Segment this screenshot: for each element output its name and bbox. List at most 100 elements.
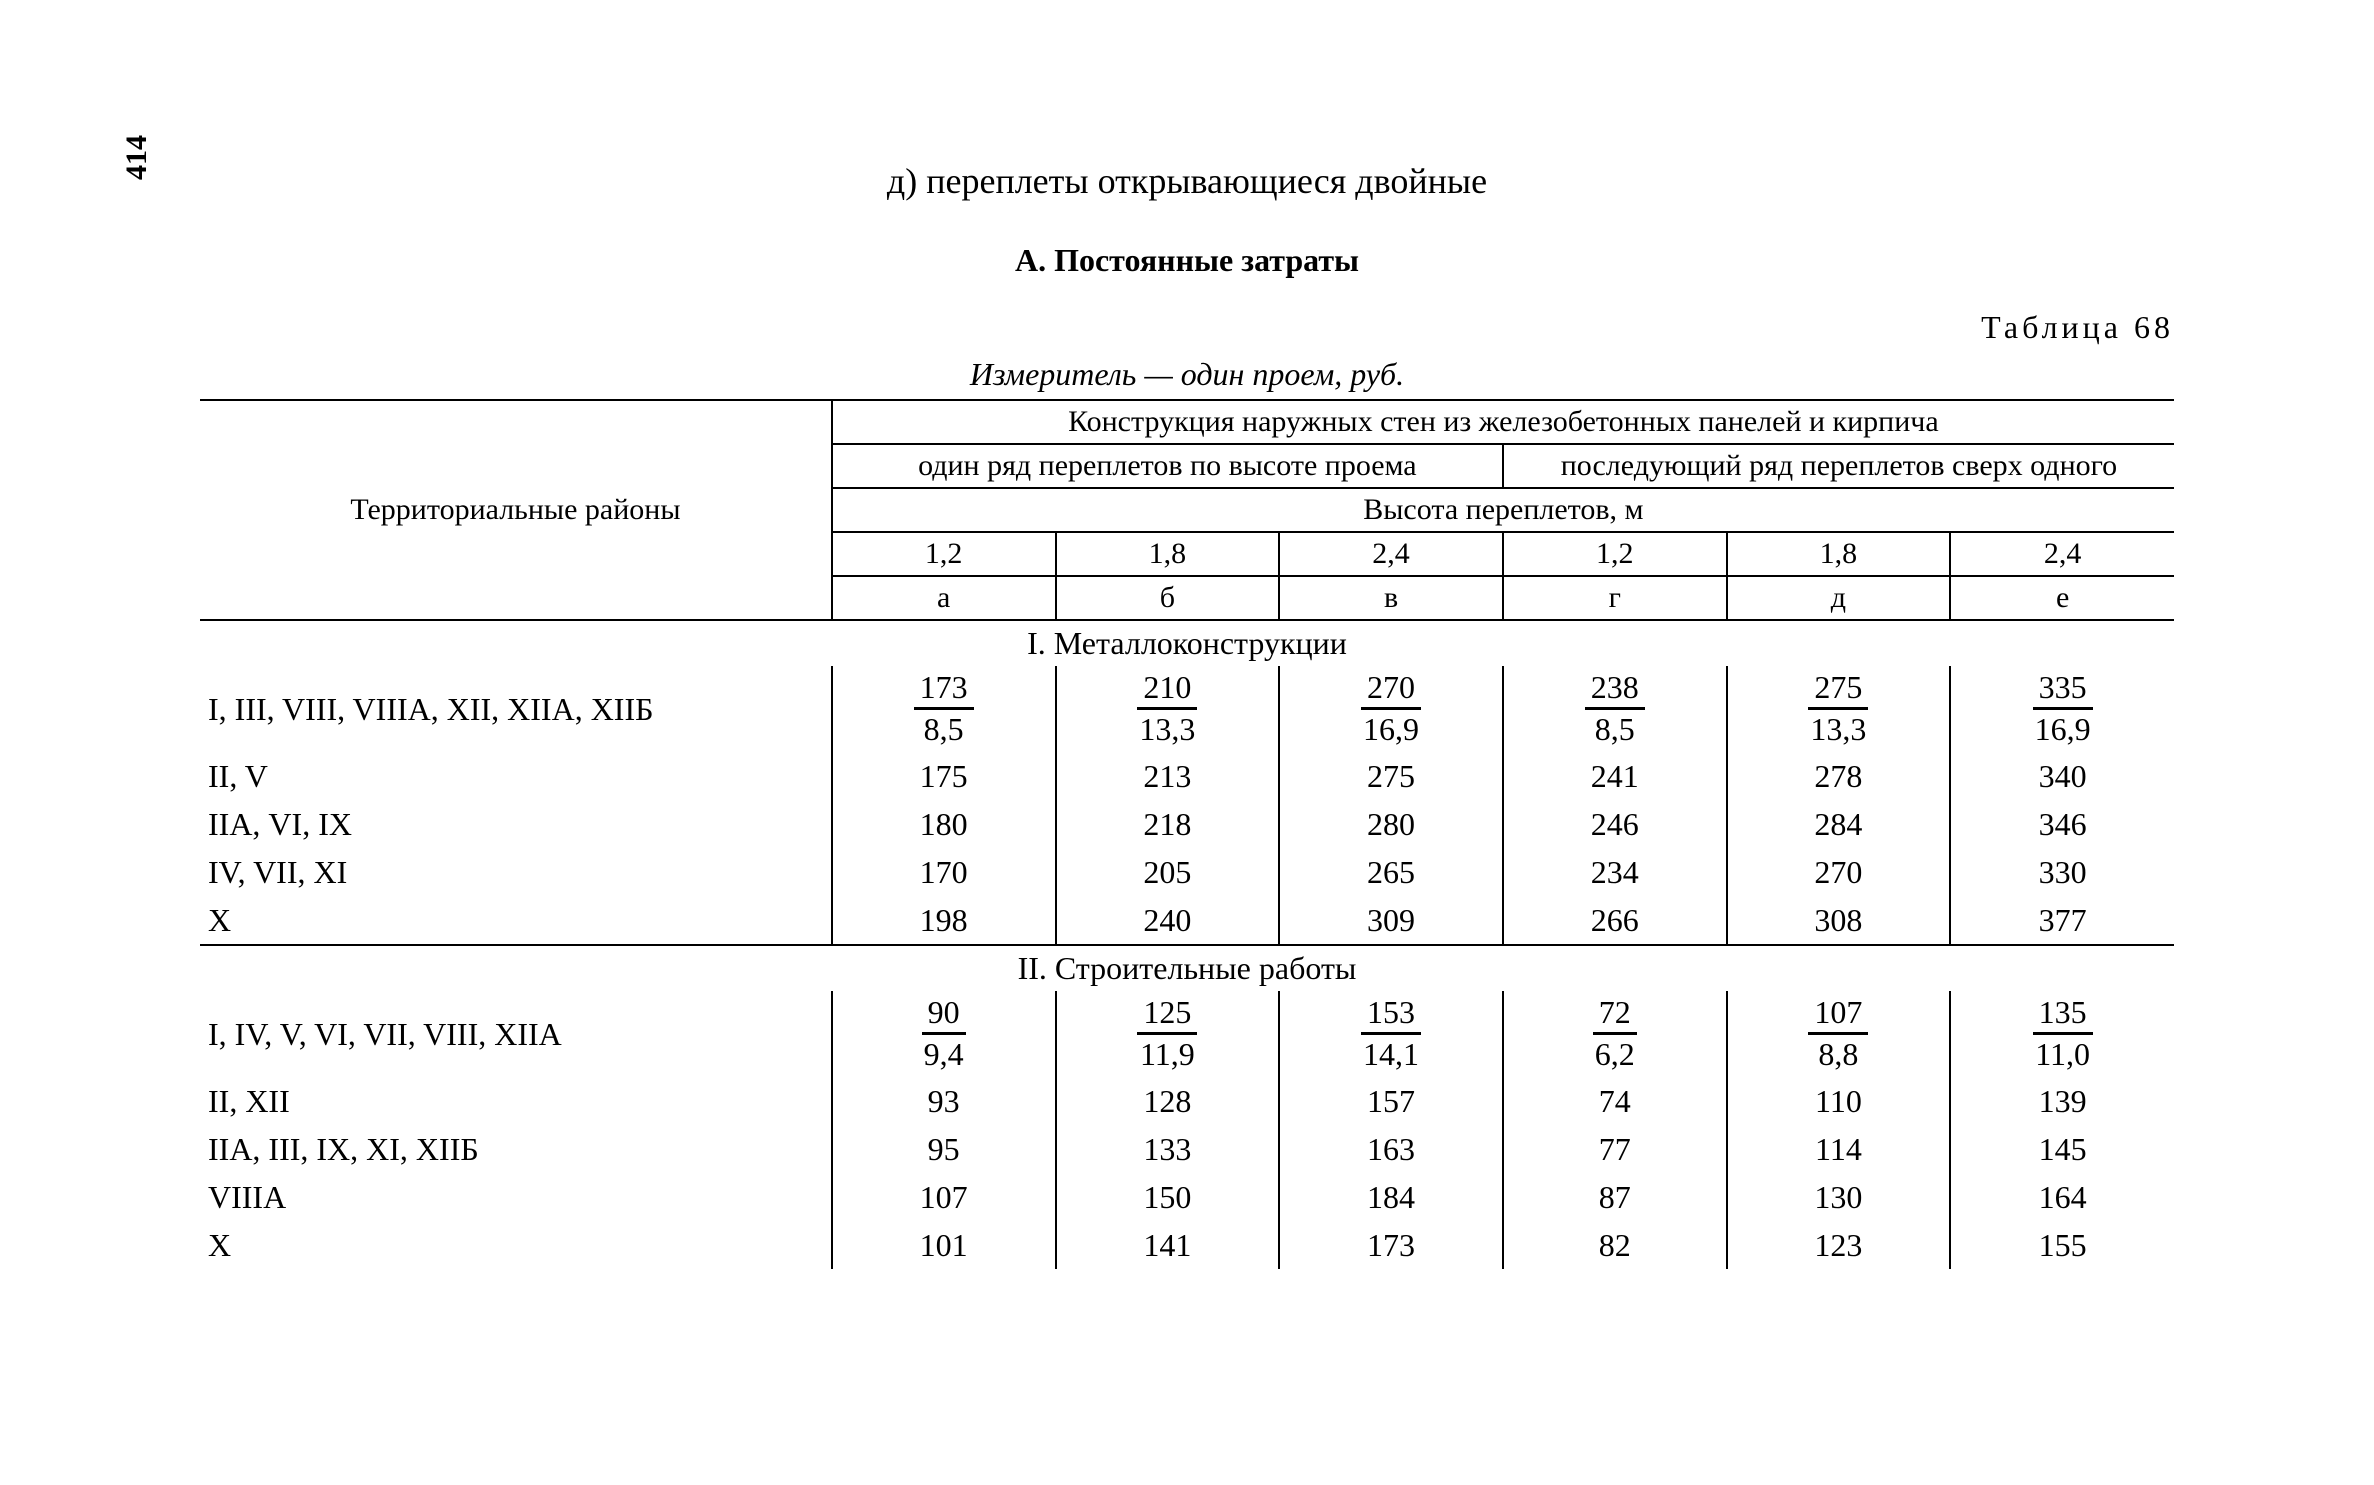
val-cell: 265 bbox=[1279, 848, 1503, 896]
val-cell: 87 bbox=[1503, 1173, 1727, 1221]
val-cell: 346 bbox=[1950, 800, 2174, 848]
region-cell: IIА, III, IX, XI, XIIБ bbox=[200, 1125, 832, 1173]
val-cell: 173 bbox=[1279, 1221, 1503, 1269]
val-cell: 133 bbox=[1056, 1125, 1280, 1173]
val-cell: 198 bbox=[832, 896, 1056, 945]
section-0-title: I. Металлоконструкции bbox=[200, 620, 2174, 666]
region-cell: IV, VII, XI bbox=[200, 848, 832, 896]
hdr-h-2: 2,4 bbox=[1279, 532, 1503, 576]
table-row: VIIIА 107 150 184 87 130 164 bbox=[200, 1173, 2174, 1221]
table-row: X 101 141 173 82 123 155 bbox=[200, 1221, 2174, 1269]
val-cell: 141 bbox=[1056, 1221, 1280, 1269]
val-cell: 170 bbox=[832, 848, 1056, 896]
hdr-h-3: 1,2 bbox=[1503, 532, 1727, 576]
val-cell: 95 bbox=[832, 1125, 1056, 1173]
hdr-l-3: г bbox=[1503, 576, 1727, 620]
val-cell: 241 bbox=[1503, 752, 1727, 800]
table-label: Таблица 68 bbox=[200, 309, 2174, 346]
hdr-group-left: один ряд переплетов по высоте проема bbox=[832, 444, 1503, 488]
hdr-h-0: 1,2 bbox=[832, 532, 1056, 576]
val-cell: 280 bbox=[1279, 800, 1503, 848]
val-cell: 308 bbox=[1727, 896, 1951, 945]
val-cell: 175 bbox=[832, 752, 1056, 800]
val-cell: 123 bbox=[1727, 1221, 1951, 1269]
table-row: I, IV, V, VI, VII, VIII, XIIА 909,4 1251… bbox=[200, 991, 2174, 1077]
table-row: II, V 175 213 275 241 278 340 bbox=[200, 752, 2174, 800]
frac-cell: 909,4 bbox=[922, 995, 966, 1072]
frac-cell: 15314,1 bbox=[1361, 995, 1421, 1072]
val-cell: 284 bbox=[1727, 800, 1951, 848]
table-row: II, XII 93 128 157 74 110 139 bbox=[200, 1077, 2174, 1125]
val-cell: 114 bbox=[1727, 1125, 1951, 1173]
val-cell: 180 bbox=[832, 800, 1056, 848]
val-cell: 157 bbox=[1279, 1077, 1503, 1125]
table-row: IIА, III, IX, XI, XIIБ 95 133 163 77 114… bbox=[200, 1125, 2174, 1173]
region-cell: I, IV, V, VI, VII, VIII, XIIА bbox=[200, 991, 832, 1077]
frac-cell: 2388,5 bbox=[1585, 670, 1645, 747]
frac-cell: 27513,3 bbox=[1808, 670, 1868, 747]
val-cell: 93 bbox=[832, 1077, 1056, 1125]
val-cell: 234 bbox=[1503, 848, 1727, 896]
frac-cell: 1078,8 bbox=[1808, 995, 1868, 1072]
val-cell: 74 bbox=[1503, 1077, 1727, 1125]
val-cell: 377 bbox=[1950, 896, 2174, 945]
hdr-l-2: в bbox=[1279, 576, 1503, 620]
val-cell: 278 bbox=[1727, 752, 1951, 800]
val-cell: 164 bbox=[1950, 1173, 2174, 1221]
val-cell: 240 bbox=[1056, 896, 1280, 945]
val-cell: 139 bbox=[1950, 1077, 2174, 1125]
hdr-h-1: 1,8 bbox=[1056, 532, 1280, 576]
val-cell: 330 bbox=[1950, 848, 2174, 896]
hdr-heights-label: Высота переплетов, м bbox=[832, 488, 2174, 532]
val-cell: 340 bbox=[1950, 752, 2174, 800]
val-cell: 101 bbox=[832, 1221, 1056, 1269]
val-cell: 145 bbox=[1950, 1125, 2174, 1173]
main-table: Территориальные районы Конструкция наруж… bbox=[200, 399, 2174, 1269]
region-cell: X bbox=[200, 1221, 832, 1269]
val-cell: 128 bbox=[1056, 1077, 1280, 1125]
val-cell: 107 bbox=[832, 1173, 1056, 1221]
val-cell: 110 bbox=[1727, 1077, 1951, 1125]
subtitle: А. Постоянные затраты bbox=[200, 242, 2174, 279]
table-row: IV, VII, XI 170 205 265 234 270 330 bbox=[200, 848, 2174, 896]
hdr-h-4: 1,8 bbox=[1727, 532, 1951, 576]
frac-cell: 27016,9 bbox=[1361, 670, 1421, 747]
val-cell: 82 bbox=[1503, 1221, 1727, 1269]
measure: Измеритель — один проем, руб. bbox=[200, 356, 2174, 393]
region-cell: I, III, VIII, VIIIА, XII, XIIА, XIIБ bbox=[200, 666, 832, 752]
page-number: 414 bbox=[120, 135, 154, 180]
region-cell: II, V bbox=[200, 752, 832, 800]
region-cell: II, XII bbox=[200, 1077, 832, 1125]
table-row: IIА, VI, IX 180 218 280 246 284 346 bbox=[200, 800, 2174, 848]
val-cell: 218 bbox=[1056, 800, 1280, 848]
region-cell: X bbox=[200, 896, 832, 945]
val-cell: 77 bbox=[1503, 1125, 1727, 1173]
hdr-l-1: б bbox=[1056, 576, 1280, 620]
table-row: I, III, VIII, VIIIА, XII, XIIА, XIIБ 173… bbox=[200, 666, 2174, 752]
hdr-group-right: последующий ряд переплетов сверх одного bbox=[1503, 444, 2174, 488]
val-cell: 246 bbox=[1503, 800, 1727, 848]
frac-cell: 21013,3 bbox=[1137, 670, 1197, 747]
val-cell: 213 bbox=[1056, 752, 1280, 800]
section-1-title: II. Строительные работы bbox=[200, 945, 2174, 991]
val-cell: 266 bbox=[1503, 896, 1727, 945]
hdr-l-4: д bbox=[1727, 576, 1951, 620]
val-cell: 150 bbox=[1056, 1173, 1280, 1221]
val-cell: 130 bbox=[1727, 1173, 1951, 1221]
title: д) переплеты открывающиеся двойные bbox=[200, 160, 2174, 202]
hdr-h-5: 2,4 bbox=[1950, 532, 2174, 576]
hdr-l-0: а bbox=[832, 576, 1056, 620]
frac-cell: 33516,9 bbox=[2033, 670, 2093, 747]
val-cell: 270 bbox=[1727, 848, 1951, 896]
region-cell: VIIIА bbox=[200, 1173, 832, 1221]
frac-cell: 726,2 bbox=[1593, 995, 1637, 1072]
frac-cell: 1738,5 bbox=[914, 670, 974, 747]
page: 414 д) переплеты открывающиеся двойные А… bbox=[0, 0, 2374, 1485]
val-cell: 155 bbox=[1950, 1221, 2174, 1269]
val-cell: 275 bbox=[1279, 752, 1503, 800]
frac-cell: 13511,0 bbox=[2033, 995, 2093, 1072]
table-row: X 198 240 309 266 308 377 bbox=[200, 896, 2174, 945]
val-cell: 205 bbox=[1056, 848, 1280, 896]
frac-cell: 12511,9 bbox=[1137, 995, 1197, 1072]
region-cell: IIА, VI, IX bbox=[200, 800, 832, 848]
